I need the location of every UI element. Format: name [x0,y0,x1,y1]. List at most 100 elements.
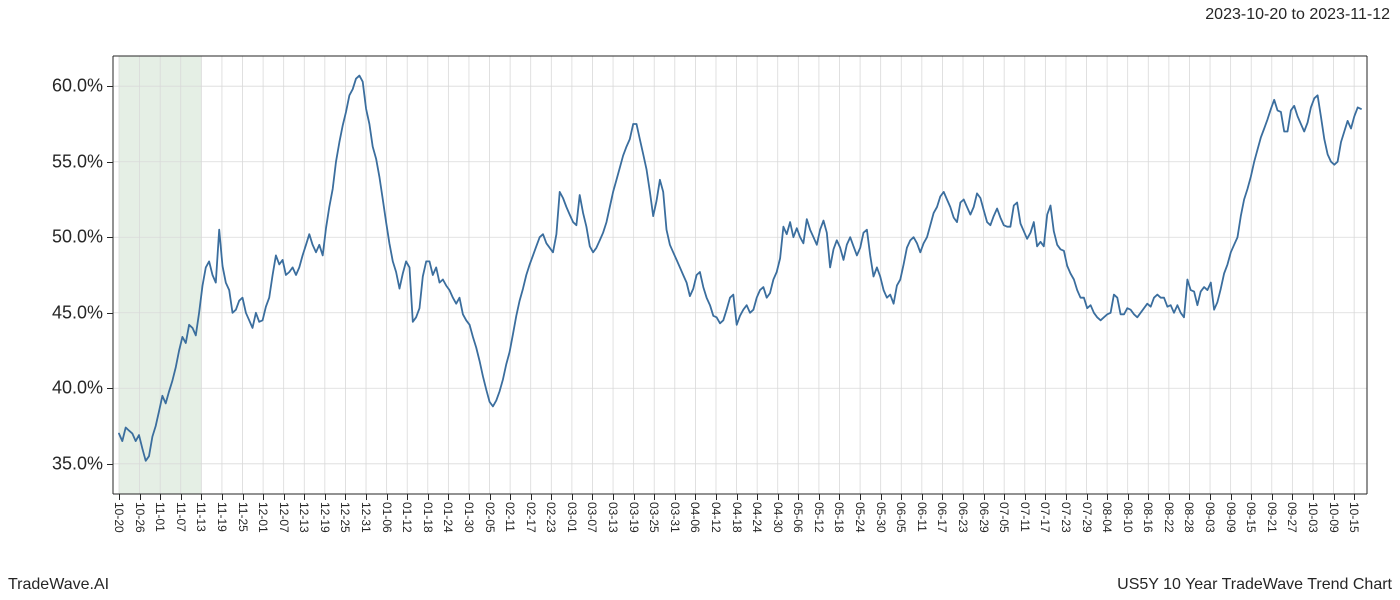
x-tick-mark [819,494,820,500]
x-tick-mark [490,494,491,500]
y-tick-label: 55.0% [52,151,103,172]
x-tick-mark [407,494,408,500]
x-tick-mark [119,494,120,500]
chart-svg [113,56,1367,494]
y-tick-label: 60.0% [52,76,103,97]
x-tick-label: 03-31 [668,502,682,533]
x-tick-label: 01-06 [380,502,394,533]
chart-grid [113,56,1367,494]
x-tick-label: 11-01 [153,502,167,532]
y-tick-mark [107,237,113,238]
x-tick-mark [572,494,573,500]
x-tick-mark [345,494,346,500]
y-tick-label: 45.0% [52,302,103,323]
y-tick-mark [107,464,113,465]
x-tick-mark [839,494,840,500]
x-tick-mark [1087,494,1088,500]
x-tick-mark [160,494,161,500]
x-tick-mark [901,494,902,500]
chart-title: US5Y 10 Year TradeWave Trend Chart [1117,576,1392,594]
x-tick-label: 06-29 [977,502,991,533]
x-tick-mark [1189,494,1190,500]
x-tick-label: 09-27 [1285,502,1299,533]
x-tick-label: 07-05 [997,502,1011,533]
x-tick-mark [613,494,614,500]
y-tick-label: 40.0% [52,378,103,399]
x-tick-label: 12-25 [338,502,352,533]
x-tick-label: 12-31 [359,502,373,533]
x-tick-label: 10-20 [112,502,126,533]
x-tick-label: 01-30 [462,502,476,533]
x-tick-mark [1231,494,1232,500]
x-tick-mark [1025,494,1026,500]
x-tick-mark [654,494,655,500]
x-tick-mark [325,494,326,500]
x-tick-mark [448,494,449,500]
x-tick-mark [592,494,593,500]
x-tick-mark [1128,494,1129,500]
x-tick-label: 08-22 [1162,502,1176,533]
x-tick-label: 01-18 [421,502,435,533]
x-tick-mark [1313,494,1314,500]
x-tick-label: 11-13 [194,502,208,532]
x-tick-mark [263,494,264,500]
x-tick-mark [428,494,429,500]
y-tick-mark [107,313,113,314]
x-tick-mark [778,494,779,500]
x-tick-mark [140,494,141,500]
x-tick-label: 04-06 [688,502,702,533]
x-tick-label: 05-18 [832,502,846,533]
x-tick-label: 07-29 [1080,502,1094,533]
x-tick-label: 07-11 [1018,502,1032,532]
x-tick-label: 03-07 [585,502,599,533]
x-tick-label: 10-26 [133,502,147,533]
x-tick-mark [510,494,511,500]
x-tick-mark [922,494,923,500]
y-tick-label: 35.0% [52,453,103,474]
x-tick-label: 11-19 [215,502,229,532]
x-tick-label: 12-19 [318,502,332,533]
x-tick-label: 07-23 [1059,502,1073,533]
x-tick-mark [387,494,388,500]
x-tick-mark [1004,494,1005,500]
x-tick-label: 10-09 [1327,502,1341,533]
chart-series-line [119,76,1361,461]
x-tick-label: 09-09 [1224,502,1238,533]
x-tick-label: 12-07 [277,502,291,533]
x-tick-mark [1045,494,1046,500]
x-tick-mark [1354,494,1355,500]
x-tick-label: 09-15 [1244,502,1258,533]
x-tick-mark [1107,494,1108,500]
date-range-label: 2023-10-20 to 2023-11-12 [1205,6,1390,24]
x-tick-label: 04-30 [771,502,785,533]
x-tick-mark [1066,494,1067,500]
x-tick-mark [469,494,470,500]
x-tick-mark [222,494,223,500]
x-tick-mark [304,494,305,500]
x-tick-mark [243,494,244,500]
x-tick-mark [942,494,943,500]
x-tick-mark [1148,494,1149,500]
x-tick-label: 02-23 [544,502,558,533]
x-tick-label: 08-28 [1182,502,1196,533]
x-tick-label: 11-07 [174,502,188,532]
x-tick-mark [757,494,758,500]
x-tick-mark [1272,494,1273,500]
x-tick-label: 11-25 [236,502,250,532]
x-tick-label: 12-13 [297,502,311,533]
x-tick-label: 10-15 [1347,502,1361,533]
x-tick-mark [860,494,861,500]
chart-spines [113,56,1367,494]
x-tick-label: 05-12 [812,502,826,533]
x-tick-label: 03-25 [647,502,661,533]
x-tick-label: 06-17 [935,502,949,533]
x-tick-label: 06-11 [915,502,929,532]
x-tick-label: 08-16 [1141,502,1155,533]
x-tick-label: 06-05 [894,502,908,533]
x-tick-mark [531,494,532,500]
x-tick-label: 09-21 [1265,502,1279,533]
x-tick-label: 04-18 [730,502,744,533]
x-tick-mark [181,494,182,500]
x-tick-label: 04-12 [709,502,723,533]
x-tick-mark [634,494,635,500]
